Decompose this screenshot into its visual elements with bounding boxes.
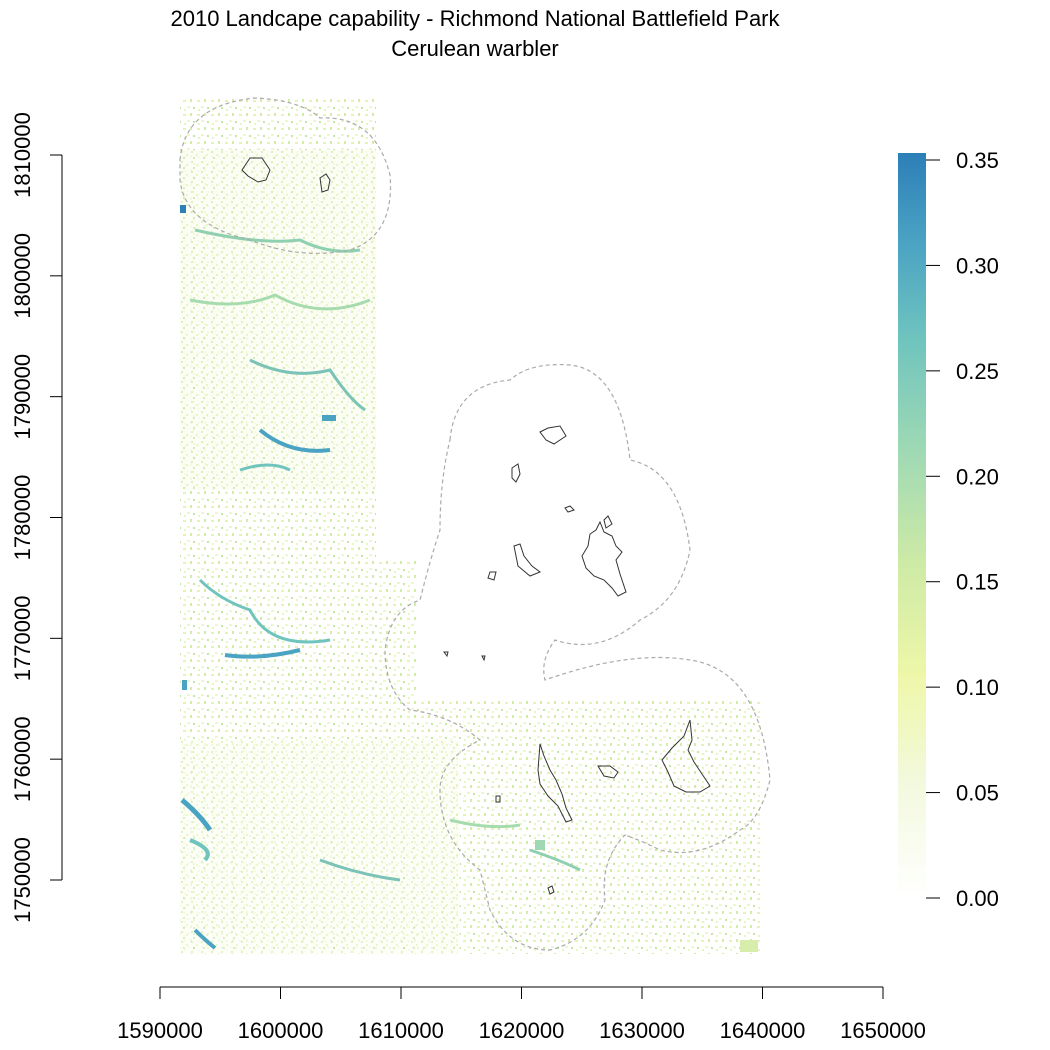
legend-tick-label: 0.35: [956, 148, 999, 173]
buffer-north: [179, 97, 392, 254]
legend-tick-label: 0.05: [956, 781, 999, 806]
park-unit: [539, 425, 567, 445]
legend-colorbar: 0.00 0.05 0.10 0.15 0.20 0.25 0.30 0.35: [898, 148, 999, 911]
park-unit: [241, 157, 271, 183]
y-tick-label: 1780000: [10, 475, 35, 561]
legend-tick-label: 0.20: [956, 464, 999, 489]
park-unit: [513, 543, 542, 577]
map-subtitle: Cerulean warbler: [391, 36, 559, 61]
park-unit: [661, 719, 711, 793]
park-unit: [564, 505, 575, 513]
park-unit: [597, 765, 619, 779]
x-tick-label: 1610000: [358, 1018, 444, 1043]
map-title: 2010 Landcape capability - Richmond Nati…: [170, 6, 780, 31]
y-axis: 1750000 1760000 1770000 1780000 1790000 18000…: [10, 112, 63, 923]
park-unit: [511, 463, 521, 483]
x-tick-label: 1590000: [117, 1018, 203, 1043]
x-tick-label: 1640000: [720, 1018, 806, 1043]
park-unit: [443, 651, 449, 658]
x-tick-label: 1600000: [238, 1018, 324, 1043]
park-unit: [487, 571, 497, 581]
y-tick-label: 1810000: [10, 112, 35, 198]
suitability-raster: [180, 97, 760, 954]
park-unit: [495, 795, 501, 803]
x-axis: 1590000 1600000 1610000 1620000 1630000 16400…: [117, 986, 926, 1043]
legend-tick-label: 0.30: [956, 253, 999, 278]
park-unit: [481, 655, 486, 662]
park-unit: [537, 743, 573, 823]
y-tick-label: 1790000: [10, 354, 35, 440]
park-unit: [603, 515, 613, 529]
y-tick-label: 1800000: [10, 233, 35, 319]
buffer-outlines: [179, 97, 771, 951]
legend-tick-label: 0.25: [956, 359, 999, 384]
park-unit-outlines: [241, 157, 711, 895]
park-unit: [581, 520, 627, 597]
legend-tick-label: 0.15: [956, 570, 999, 595]
y-tick-label: 1750000: [10, 837, 35, 923]
x-tick-label: 1620000: [479, 1018, 565, 1043]
park-unit: [319, 173, 331, 193]
park-unit: [547, 885, 555, 895]
y-tick-label: 1760000: [10, 716, 35, 802]
y-tick-label: 1770000: [10, 596, 35, 682]
legend-tick-label: 0.10: [956, 675, 999, 700]
x-tick-label: 1630000: [599, 1018, 685, 1043]
x-tick-label: 1650000: [840, 1018, 926, 1043]
legend-tick-label: 0.00: [956, 886, 999, 911]
buffer-southeast: [384, 363, 771, 951]
